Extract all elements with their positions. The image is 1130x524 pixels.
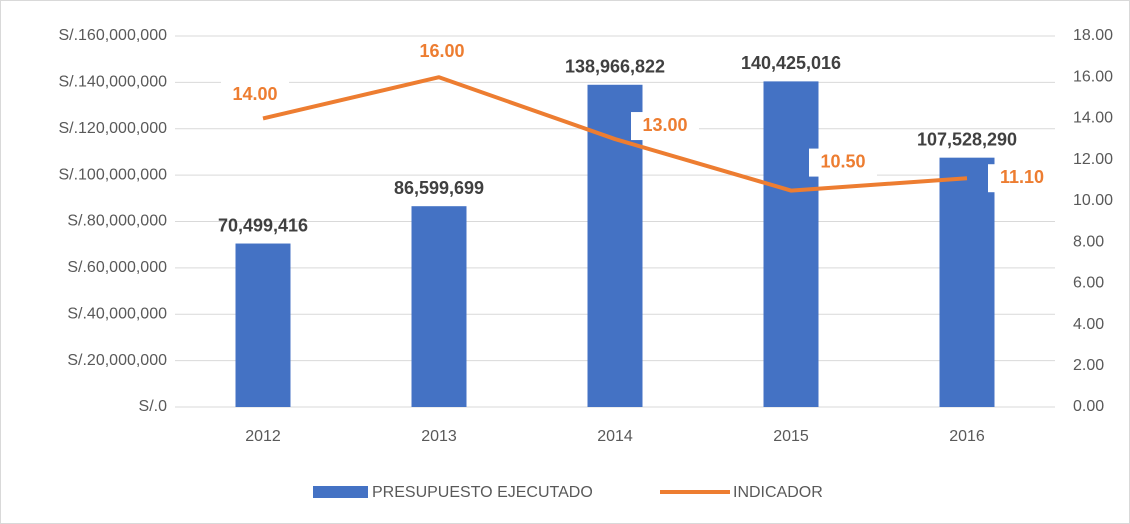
y-tick-label: S/.120,000,000 [58,120,167,137]
y2-tick-label: 0.00 [1073,398,1104,415]
bar-label: 70,499,416 [218,215,308,235]
x-tick-label: 2013 [421,428,457,445]
y-tick-label: S/.0 [139,398,168,415]
line-label-bg [631,112,699,141]
y-tick-label: S/.40,000,000 [67,305,167,322]
y-tick-label: S/.140,000,000 [58,74,167,91]
y2-tick-label: 12.00 [1073,151,1113,168]
bar [763,81,819,407]
y-tick-label: S/.60,000,000 [67,259,167,276]
line-label: 10.50 [820,151,865,171]
y2-tick-label: 16.00 [1073,68,1113,85]
bar [235,243,291,407]
bar-label: 138,966,822 [565,57,665,77]
y-tick-label: S/.100,000,000 [58,166,167,183]
legend-label: INDICADOR [733,484,823,501]
x-tick-label: 2015 [773,428,809,445]
line-label: 14.00 [232,84,277,104]
bar [939,157,995,407]
y2-tick-label: 6.00 [1073,275,1104,292]
y-tick-label: S/.160,000,000 [58,27,167,44]
line-label-bg [988,164,1056,193]
line-label-bg [809,148,877,177]
bar-label: 107,528,290 [917,129,1017,149]
line-label: 16.00 [419,41,464,61]
y2-tick-label: 2.00 [1073,357,1104,374]
legend-label: PRESUPUESTO EJECUTADO [372,484,593,501]
y-tick-label: S/.20,000,000 [67,352,167,369]
x-tick-label: 2014 [597,428,633,445]
bar-label: 86,599,699 [394,178,484,198]
line-label: 11.10 [1000,167,1044,187]
line-label: 13.00 [642,115,687,135]
bar [411,206,467,407]
y2-tick-label: 10.00 [1073,192,1113,209]
line-label-bg [408,38,476,67]
line-label-bg [221,81,289,110]
line [262,75,968,193]
bar-label: 140,425,016 [741,53,841,73]
y2-tick-label: 8.00 [1073,233,1104,250]
x-tick-label: 2012 [245,428,281,445]
y2-tick-label: 14.00 [1073,110,1113,127]
x-tick-label: 2016 [949,428,985,445]
y-tick-label: S/.80,000,000 [67,213,167,230]
y2-tick-label: 18.00 [1073,27,1113,44]
y2-tick-label: 4.00 [1073,316,1104,333]
legend-swatch [313,486,368,498]
